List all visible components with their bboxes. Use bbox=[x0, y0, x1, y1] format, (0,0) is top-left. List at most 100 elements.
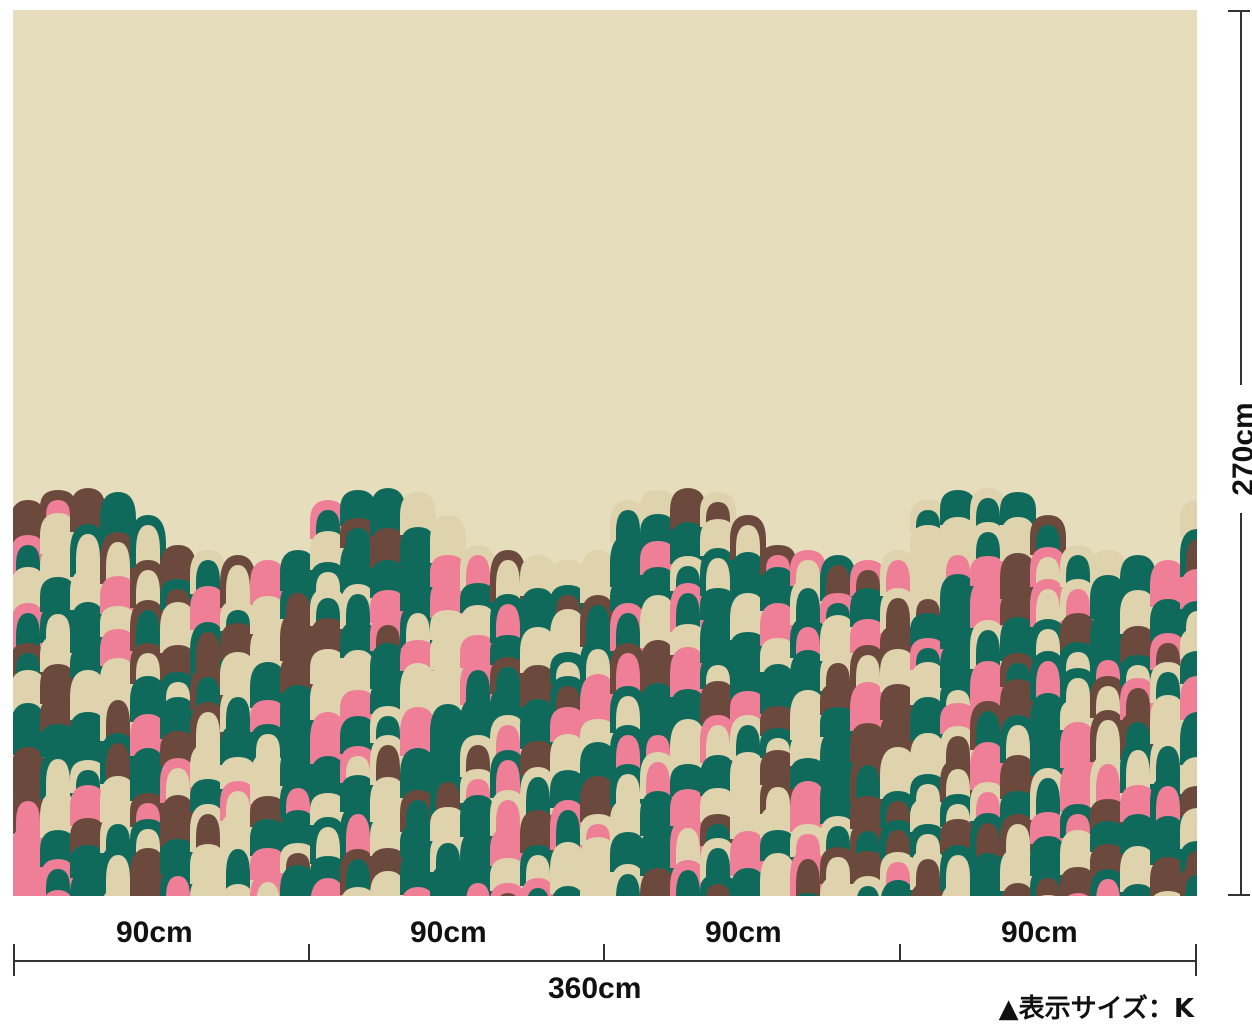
width-line bbox=[13, 960, 1197, 962]
scallop-shape bbox=[970, 661, 1006, 709]
scallop-inner-shape bbox=[1006, 725, 1030, 763]
scallop-shape bbox=[310, 856, 346, 886]
scallop-shape bbox=[910, 882, 946, 896]
scallop-shape bbox=[220, 652, 256, 695]
scallop-shape bbox=[1000, 848, 1036, 891]
scallop-inner-shape bbox=[946, 736, 970, 767]
scallop-inner-shape bbox=[1126, 750, 1150, 793]
scallop-shape bbox=[796, 893, 820, 896]
scallop-inner-shape bbox=[346, 594, 370, 629]
scallop-inner-shape bbox=[376, 498, 400, 536]
scallop-shape bbox=[310, 649, 346, 684]
scallop-shape bbox=[1180, 786, 1197, 816]
scallop-inner-shape bbox=[856, 655, 880, 690]
scallop-inner-shape bbox=[1036, 557, 1060, 587]
scallop-shape bbox=[280, 865, 316, 896]
scallop-inner-shape bbox=[528, 888, 548, 896]
scallop-inner-shape bbox=[46, 674, 70, 704]
scallop-inner-shape bbox=[226, 565, 250, 608]
scallop-shape bbox=[220, 757, 256, 789]
width-tick-1 bbox=[308, 944, 310, 960]
segment-label-1: 90cm bbox=[116, 916, 193, 949]
scallop-inner-shape bbox=[466, 745, 490, 777]
scallop-shape bbox=[670, 719, 706, 772]
scallop-shape bbox=[220, 813, 256, 847]
scallop-inner-shape bbox=[46, 801, 70, 838]
scallop-inner-shape bbox=[736, 525, 760, 560]
scallop-inner-shape bbox=[1036, 878, 1060, 896]
scallop-inner-shape bbox=[46, 869, 70, 896]
scallop-shape bbox=[430, 864, 466, 896]
scallop-inner-shape bbox=[616, 774, 640, 807]
scallop-shape bbox=[1150, 695, 1186, 744]
scallop-shape bbox=[370, 590, 406, 623]
scallop-shape bbox=[100, 576, 136, 614]
scallop-shape bbox=[1090, 799, 1126, 829]
segment-label-4: 90cm bbox=[1001, 916, 1078, 949]
scallop-inner-shape bbox=[196, 712, 220, 751]
scallop-inner-shape bbox=[1156, 746, 1180, 784]
scallop-inner-shape bbox=[916, 707, 940, 741]
height-bottom-tick bbox=[1228, 894, 1250, 896]
scallop-shape bbox=[130, 676, 166, 722]
scallop-shape bbox=[640, 595, 676, 648]
scallop-shape bbox=[760, 853, 796, 896]
scallop-shape bbox=[910, 733, 946, 782]
scallop-inner-shape bbox=[316, 827, 340, 864]
scallop-shape bbox=[760, 664, 796, 714]
scallop-shape bbox=[250, 626, 286, 670]
scallop-shape bbox=[1183, 888, 1197, 896]
scallop-shape bbox=[190, 586, 226, 630]
scallop-shape bbox=[280, 747, 316, 786]
scallop-shape bbox=[580, 674, 616, 727]
scallop-shape bbox=[190, 844, 226, 884]
segment-label-3: 90cm bbox=[705, 916, 782, 949]
scallop-inner-shape bbox=[946, 769, 970, 802]
scallop-shape bbox=[910, 613, 946, 646]
scallop-shape bbox=[100, 658, 136, 698]
scallop-inner-shape bbox=[526, 855, 550, 886]
scallop-shape bbox=[310, 756, 346, 801]
scallop-shape bbox=[250, 796, 286, 827]
scallop-shape bbox=[310, 793, 346, 825]
scallop-inner-shape bbox=[136, 525, 160, 568]
scallop-shape bbox=[190, 779, 226, 812]
scallop-shape bbox=[700, 612, 736, 663]
scallop-shape bbox=[1153, 891, 1183, 896]
scallop-inner-shape bbox=[1096, 686, 1120, 718]
scallop-inner-shape bbox=[1036, 746, 1060, 776]
scallop-shape bbox=[1120, 590, 1156, 634]
scallop-shape bbox=[280, 685, 316, 731]
scallop-inner-shape bbox=[1036, 778, 1060, 820]
scallop-shape bbox=[70, 488, 106, 532]
scallop-inner-shape bbox=[1066, 555, 1090, 587]
scallop-shape bbox=[130, 714, 166, 756]
scallop-inner-shape bbox=[106, 502, 130, 540]
scallop-shape bbox=[1060, 760, 1096, 812]
scallop-inner-shape bbox=[436, 782, 460, 815]
scallop-inner-shape bbox=[466, 670, 490, 705]
scallop-inner-shape bbox=[436, 843, 460, 872]
scallop-inner-shape bbox=[466, 555, 490, 591]
scallop-shape bbox=[250, 560, 286, 604]
scallop-inner-shape bbox=[406, 758, 430, 798]
scallop-inner-shape bbox=[916, 859, 940, 890]
scallop-shape bbox=[640, 490, 676, 522]
scallop-shape bbox=[70, 818, 106, 853]
scallop-shape bbox=[730, 831, 766, 876]
scallop-shape bbox=[190, 876, 226, 896]
scallop-shape bbox=[760, 830, 796, 861]
scallop-inner-shape bbox=[556, 852, 580, 894]
scallop-inner-shape bbox=[857, 886, 879, 896]
scallop-inner-shape bbox=[256, 882, 280, 896]
scallop-shape bbox=[820, 876, 856, 896]
scallop-shape bbox=[13, 871, 46, 896]
scallop-shape bbox=[13, 567, 46, 611]
scallop-shape bbox=[550, 560, 586, 593]
scallop-shape bbox=[580, 550, 616, 603]
scallop-inner-shape bbox=[1156, 609, 1180, 641]
scallop-inner-shape bbox=[136, 653, 160, 684]
scallop-shape bbox=[490, 686, 526, 723]
scallop-inner-shape bbox=[1096, 879, 1120, 896]
scallop-shape bbox=[1180, 628, 1197, 659]
